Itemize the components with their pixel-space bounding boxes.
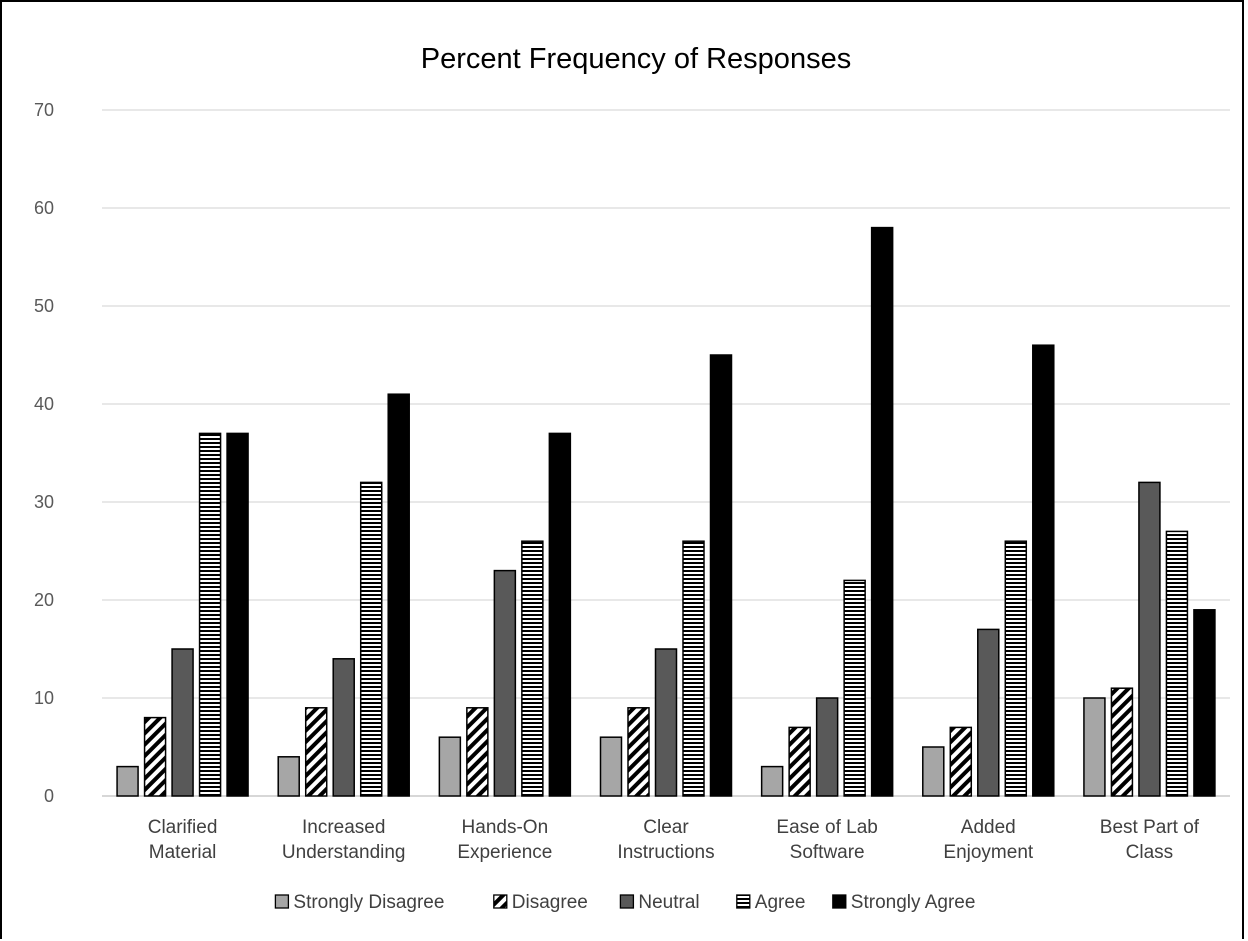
legend-label: Disagree xyxy=(512,892,588,913)
bar-agree-3 xyxy=(682,540,705,797)
category-label: Hands-On xyxy=(462,817,549,838)
y-tick-label: 70 xyxy=(34,100,54,120)
bar-disagree-2 xyxy=(466,707,489,797)
legend-swatch xyxy=(274,894,290,909)
legend-label: Agree xyxy=(755,892,806,913)
bar-neutral-4 xyxy=(815,697,839,797)
legend-swatch xyxy=(736,894,751,909)
bar-strongly-agree-0 xyxy=(226,432,249,797)
bar-strongly-agree-4 xyxy=(870,226,894,797)
bar-disagree-6 xyxy=(1110,687,1134,797)
category-label: Enjoyment xyxy=(943,842,1033,863)
bar-strongly-disagree-2 xyxy=(438,736,462,797)
legend: Strongly Disagree Disagree Neutral Agree Str… xyxy=(274,892,976,913)
bar-disagree-1 xyxy=(304,707,328,797)
category-label: Clarified xyxy=(148,817,218,838)
category-label: Instructions xyxy=(617,842,714,863)
bars xyxy=(116,226,1216,797)
y-tick-label: 30 xyxy=(34,492,54,512)
y-tick-label: 40 xyxy=(34,394,54,414)
bar-strongly-agree-2 xyxy=(548,432,572,797)
y-tick-label: 0 xyxy=(44,786,54,806)
y-tick-label: 50 xyxy=(34,296,54,316)
y-tick-label: 10 xyxy=(34,688,54,708)
legend-label: Strongly Disagree xyxy=(293,892,444,913)
category-label: Added xyxy=(961,817,1016,838)
bar-agree-0 xyxy=(198,432,222,797)
bar-neutral-0 xyxy=(171,648,194,797)
bar-agree-2 xyxy=(521,540,544,797)
legend-swatch xyxy=(619,894,635,909)
bar-strongly-disagree-4 xyxy=(760,765,784,797)
bar-agree-4 xyxy=(843,579,866,797)
bar-strongly-agree-1 xyxy=(387,393,410,797)
bar-disagree-5 xyxy=(949,726,973,797)
bar-strongly-disagree-1 xyxy=(277,756,300,797)
category-label: Best Part of xyxy=(1100,817,1200,838)
category-label: Ease of Lab xyxy=(776,817,877,838)
bar-neutral-1 xyxy=(332,658,355,797)
legend-label: Strongly Agree xyxy=(851,892,976,913)
bar-agree-1 xyxy=(359,481,383,797)
bar-strongly-disagree-5 xyxy=(922,746,945,797)
bar-disagree-4 xyxy=(788,726,811,797)
bar-neutral-2 xyxy=(493,569,517,797)
category-label: Experience xyxy=(457,842,552,863)
category-label: Software xyxy=(790,842,865,863)
chart-title: Percent Frequency of Responses xyxy=(421,43,851,75)
bar-agree-5 xyxy=(1004,540,1028,797)
bar-neutral-5 xyxy=(977,628,1000,797)
y-tick-label: 60 xyxy=(34,198,54,218)
category-label: Clear xyxy=(643,817,689,838)
bar-agree-6 xyxy=(1165,530,1189,797)
gridlines xyxy=(102,109,1230,797)
bar-strongly-agree-5 xyxy=(1032,344,1055,797)
bar-neutral-6 xyxy=(1138,481,1161,797)
bar-disagree-0 xyxy=(143,716,167,797)
bar-strongly-disagree-6 xyxy=(1083,697,1106,797)
legend-swatch xyxy=(832,894,847,909)
bar-disagree-3 xyxy=(627,707,650,797)
bar-strongly-agree-3 xyxy=(709,354,733,797)
legend-swatch xyxy=(493,894,508,909)
bar-strongly-disagree-0 xyxy=(116,765,139,797)
category-label: Material xyxy=(149,842,217,863)
y-axis: 0 10 20 30 40 50 60 70 xyxy=(34,100,54,806)
y-tick-label: 20 xyxy=(34,590,54,610)
category-label: Increased xyxy=(302,817,385,838)
bar-strongly-agree-6 xyxy=(1193,609,1216,797)
x-axis-categories: Clarified Material Increased Understanding H… xyxy=(148,817,1200,863)
category-label: Understanding xyxy=(282,842,406,863)
bar-strongly-disagree-3 xyxy=(599,736,623,797)
category-label: Class xyxy=(1126,842,1174,863)
bar-neutral-3 xyxy=(654,648,678,797)
legend-label: Neutral xyxy=(638,892,699,913)
